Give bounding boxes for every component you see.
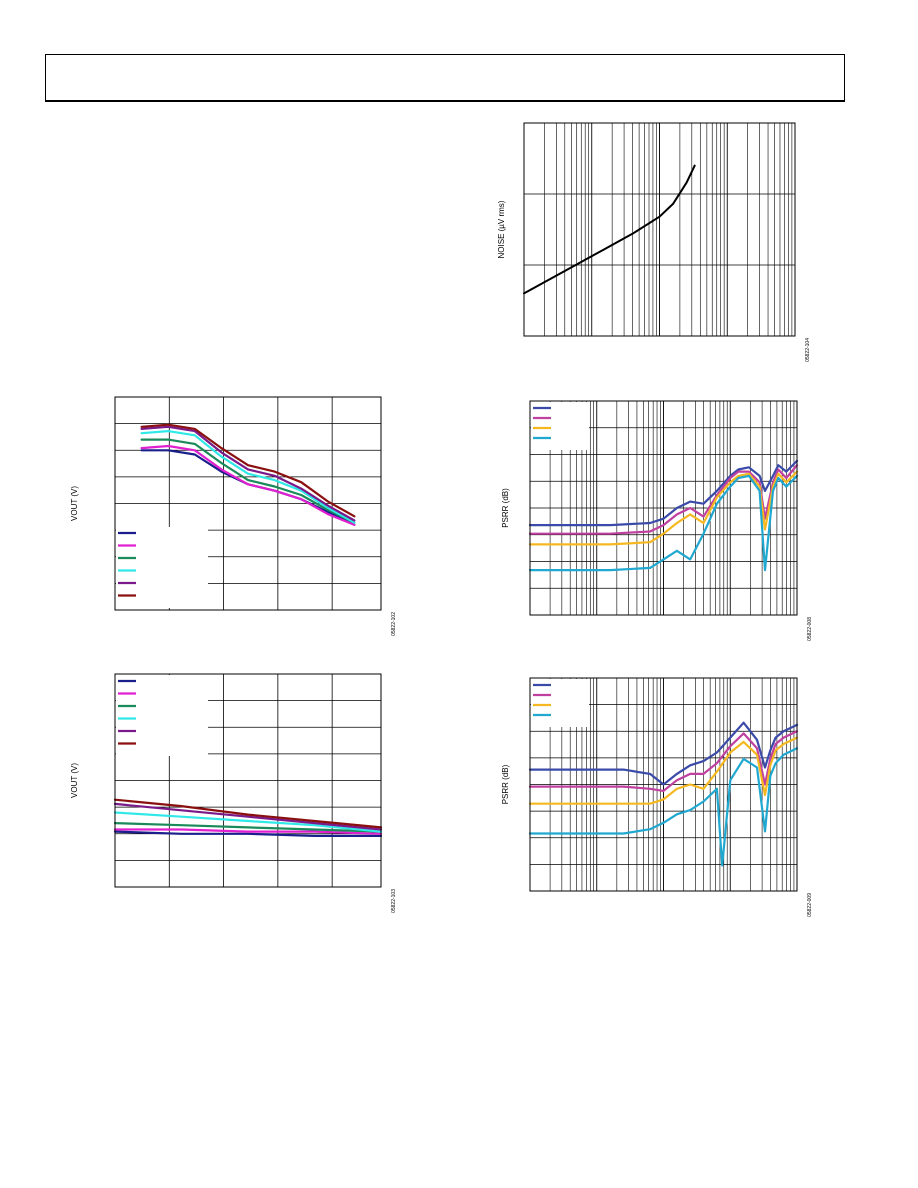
plot-frame — [114, 396, 382, 611]
series-line — [528, 474, 799, 572]
series-line — [528, 747, 799, 867]
y-axis-label: VOUT (V) — [70, 486, 79, 521]
y-axis-label: VOUT (V) — [70, 763, 79, 798]
page-header — [45, 54, 845, 102]
plot-frame — [523, 122, 796, 337]
series-line — [113, 828, 383, 835]
series-line — [140, 423, 356, 518]
series-line — [140, 430, 356, 524]
plot-frame — [529, 400, 798, 616]
figure-id: 05822-103 — [391, 889, 397, 913]
series-line — [113, 811, 383, 833]
series-line — [523, 164, 696, 295]
series-line — [528, 464, 799, 535]
legend-box — [531, 402, 589, 450]
series-line — [113, 830, 383, 838]
series-line — [113, 821, 383, 833]
series-line — [113, 798, 383, 829]
legend-box — [531, 679, 589, 727]
y-axis-label: PSRR (dB) — [501, 488, 510, 528]
series-line — [528, 736, 799, 805]
figure-id: 05822-008 — [807, 617, 813, 641]
series-line — [528, 470, 799, 546]
plot-frame — [114, 673, 382, 888]
series-line — [528, 721, 799, 786]
series-line — [113, 802, 383, 831]
y-axis-label: PSRR (dB) — [501, 764, 510, 804]
plot-frame — [529, 677, 798, 892]
series-line — [528, 459, 799, 527]
figure-id: 05822-102 — [391, 612, 397, 636]
y-axis-label: NOISE (µV rms) — [497, 200, 506, 258]
series-line — [140, 425, 356, 522]
series-line — [528, 730, 799, 793]
series-line — [140, 438, 356, 524]
figure-id: 05822-009 — [807, 893, 813, 917]
series-line — [140, 444, 356, 526]
figure-id: 05822-104 — [805, 338, 811, 362]
